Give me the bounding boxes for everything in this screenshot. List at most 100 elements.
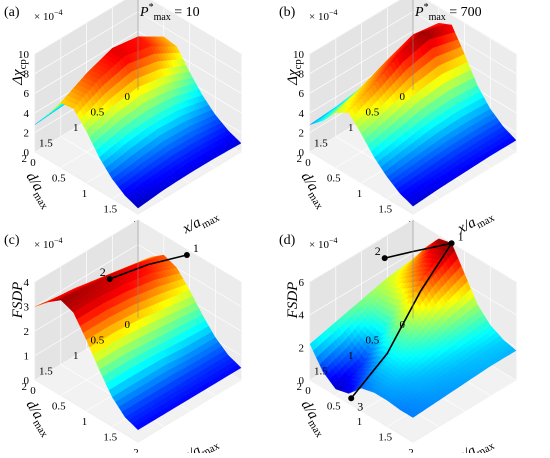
surface-patch <box>409 200 417 207</box>
x-tick-label: 0 <box>305 385 311 397</box>
grid-line-z <box>34 0 242 55</box>
z-tick-label: 8 <box>299 69 305 81</box>
marker-point <box>183 252 190 258</box>
x-tick-label: 2 <box>408 447 414 453</box>
z-tick-label: 4 <box>299 310 305 322</box>
marker-point <box>348 395 355 402</box>
x-tick-label: 0.5 <box>52 173 66 185</box>
y-tick-label: 2 <box>297 153 303 165</box>
x-axis-label-main: x/a <box>179 214 204 237</box>
z-tick-label: 4 <box>299 108 305 120</box>
y-tick-label: 0.5 <box>366 335 380 347</box>
trajectory-path <box>109 254 188 280</box>
y-tick-label: 0 <box>125 91 131 103</box>
y-tick-label: 1 <box>73 122 79 134</box>
z-tick-label: 10 <box>18 49 30 61</box>
scale-factor-exp: −4 <box>329 236 338 245</box>
z-tick-label: 6 <box>299 277 305 289</box>
scale-factor-label: × 10−4 <box>34 8 62 23</box>
z-axis-label: Δχcp <box>10 59 29 86</box>
y-axis-label-sub: max <box>30 418 50 441</box>
y-tick-label: 0 <box>125 319 131 331</box>
marker-label: 2 <box>375 244 381 258</box>
x-tick-label: 1.5 <box>378 432 392 444</box>
z-tick-label: 0 <box>299 375 305 387</box>
x-axis-label: x/amax <box>454 433 497 453</box>
y-axis-label-sub: max <box>30 190 50 213</box>
x-tick-label: 1.5 <box>378 204 392 216</box>
panel-label: (d) <box>279 233 296 248</box>
panel-title: P*max = 10 <box>139 2 200 23</box>
y-tick-label: 0 <box>400 91 406 103</box>
y-axis-label-main: d/a <box>298 398 322 423</box>
trajectory-path <box>350 242 453 399</box>
marker-label: 1 <box>193 241 199 255</box>
z-tick-label: 6 <box>24 88 30 100</box>
x-tick-label: 0 <box>305 157 311 169</box>
z-tick-label: 0 <box>24 147 30 159</box>
panel-label: (a) <box>4 5 20 20</box>
z-axis-label-main: Δχ <box>10 69 26 86</box>
z-axis-label-sub: cp <box>292 59 304 69</box>
z-axis-label-sub: cp <box>17 59 29 69</box>
x-tick-label: 0.5 <box>327 401 341 413</box>
x-axis-label-sub: max <box>200 212 223 232</box>
panel-title: P*max = 700 <box>414 2 482 23</box>
marker-point <box>106 276 113 282</box>
scale-factor-base: × 10 <box>309 239 329 251</box>
x-tick-label: 1 <box>357 416 363 428</box>
y-tick-label: 1.5 <box>314 366 328 378</box>
x-tick-label: 1 <box>357 188 363 200</box>
x-tick-label: 2 <box>133 447 139 453</box>
y-tick-label: 0.5 <box>91 335 105 347</box>
panel-a: 024681000.511.5200.511.52x/amaxd/amaxΔχc… <box>4 0 242 240</box>
z-tick-label: 3 <box>24 302 30 314</box>
title-rest: = 700 <box>446 5 482 20</box>
title-sup: * <box>424 2 429 13</box>
x-tick-label: 0 <box>30 385 36 397</box>
title-sub: max <box>154 12 171 23</box>
panel-b: 024681000.511.5200.511.52x/amaxd/amaxΔχc… <box>279 0 517 238</box>
x-tick-label: 1.5 <box>103 204 117 216</box>
scale-factor-label: × 10−4 <box>309 8 337 23</box>
z-tick-label: 2 <box>299 342 305 354</box>
z-tick-label: 6 <box>299 88 305 100</box>
x-tick-label: 1 <box>82 188 88 200</box>
panel-d: 123024600.511.5200.511.52x/amaxd/amaxFSD… <box>279 219 517 458</box>
z-tick-label: 2 <box>24 127 30 139</box>
x-axis-label-sub: max <box>475 440 498 453</box>
marker-label: 3 <box>357 399 363 413</box>
y-tick-label: 1.5 <box>39 366 53 378</box>
y-tick-label: 2 <box>22 381 28 393</box>
z-tick-label: 4 <box>24 277 30 289</box>
scale-factor-label: × 10−4 <box>309 236 337 251</box>
x-tick-label: 1 <box>82 416 88 428</box>
marker-label: 1 <box>458 229 464 243</box>
surface <box>309 22 517 207</box>
scale-factor-exp: −4 <box>329 8 338 17</box>
z-axis-label-main: FSDP <box>10 282 26 320</box>
z-axis-label: FSDP <box>10 282 26 320</box>
panel-c: 120123400.511.5200.511.52x/amaxd/amaxFSD… <box>4 219 242 458</box>
grid-line-y <box>34 54 139 215</box>
scale-factor-exp: −4 <box>54 8 63 17</box>
surface-patch <box>134 202 142 209</box>
y-tick-label: 0 <box>400 319 406 331</box>
z-tick-label: 0 <box>24 375 30 387</box>
x-tick-label: 1.5 <box>103 432 117 444</box>
title-sup: * <box>149 2 154 13</box>
marker-point <box>448 240 455 247</box>
z-tick-label: 10 <box>293 49 305 61</box>
grid-line-y <box>309 54 414 215</box>
scale-factor-label: × 10−4 <box>34 236 62 251</box>
y-tick-label: 2 <box>297 381 303 393</box>
x-axis-label: x/amax <box>179 205 222 240</box>
scale-factor-exp: −4 <box>54 236 63 245</box>
z-tick-label: 8 <box>24 69 30 81</box>
scale-factor-base: × 10 <box>34 239 54 251</box>
panel-label: (c) <box>4 233 20 248</box>
z-tick-label: 4 <box>24 108 30 120</box>
marker-point <box>381 255 388 262</box>
z-axis-label-main: FSDP <box>285 282 301 320</box>
